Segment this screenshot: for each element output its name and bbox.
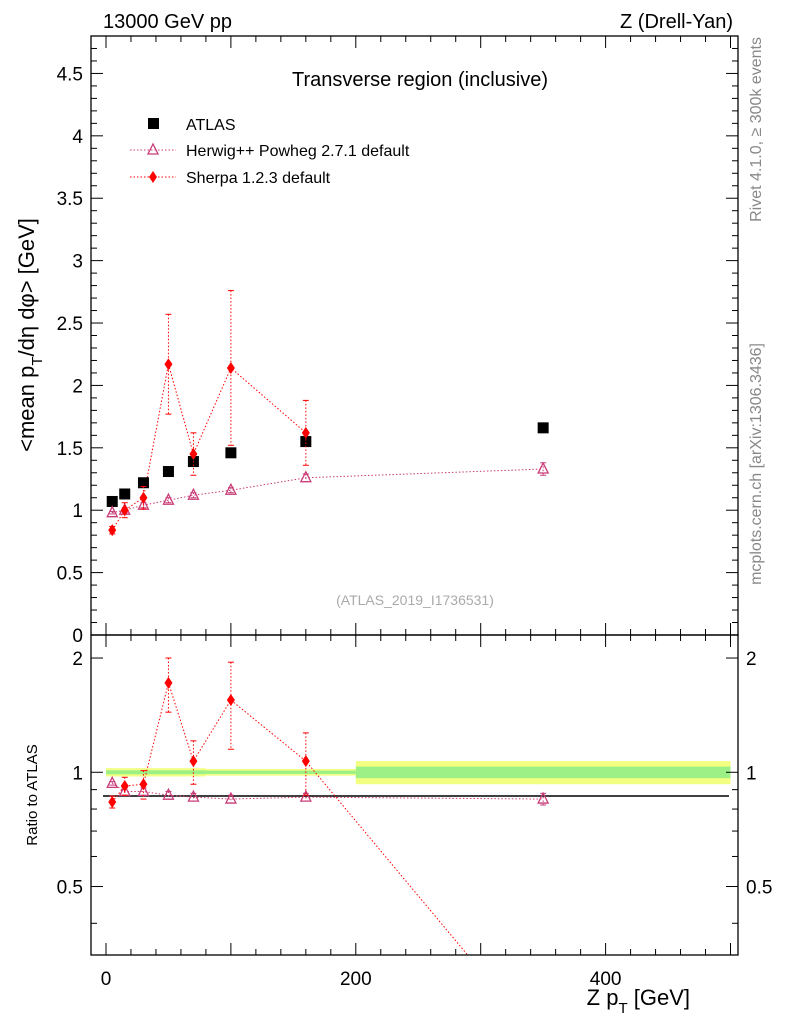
ratio-point-sherpa — [108, 795, 117, 808]
point-sherpa — [226, 361, 235, 374]
point-atlas — [162, 466, 174, 478]
point-atlas — [537, 422, 549, 434]
legend-label-sherpa: Sherpa 1.2.3 default — [186, 170, 331, 187]
uncertainty-band — [105, 761, 731, 785]
point-herwig — [537, 461, 550, 474]
ratio-xtick-label: 0 — [101, 969, 112, 990]
ratio-panel: 0.5 0.5 1 1 2 2 0 200 400 Ratio to ATLAS Z pT [G… — [24, 634, 772, 1017]
ratio-point-sherpa — [164, 676, 173, 689]
ratio-ytick-label-right: 2 — [746, 649, 757, 670]
point-herwig — [224, 482, 237, 495]
ratio-point-herwig — [187, 789, 200, 802]
ratio-ytick-label-right: 0.5 — [746, 878, 772, 899]
point-herwig — [106, 505, 119, 518]
main-ylabel: <mean pT/dη dφ> [GeV] — [14, 218, 46, 452]
watermark: (ATLAS_2019_I1736531) — [336, 592, 494, 608]
band-inner — [355, 766, 731, 779]
main-ytick-label: 4 — [72, 127, 83, 148]
main-ytick-label: 0 — [72, 626, 83, 647]
header-left: 13000 GeV pp — [103, 11, 232, 33]
main-ytick-label: 3.5 — [57, 189, 83, 210]
ratio-xtick-label: 200 — [340, 969, 372, 990]
ratio-point-herwig — [299, 789, 312, 802]
main-ytick-label: 2.5 — [57, 314, 83, 335]
main-ytick-label: 4.5 — [57, 64, 83, 85]
main-ytick-label: 1 — [72, 501, 83, 522]
rivet-label: Rivet 4.1.0, ≥ 300k events — [748, 37, 765, 222]
ratio-point-sherpa — [226, 694, 235, 707]
legend-marker-atlas — [148, 118, 159, 129]
ratio-point-sherpa — [301, 755, 310, 768]
ratio-ytick-label: 0.5 — [57, 878, 83, 899]
ratio-xlabel: Z pT [GeV] — [587, 985, 690, 1017]
svg-text:Z pT [GeV]: Z pT [GeV] — [587, 985, 690, 1017]
mcplots-label: mcplots.cern.ch [arXiv:1306.3436] — [748, 343, 765, 585]
main-ytick-label: 2 — [72, 376, 83, 397]
point-atlas — [225, 447, 237, 459]
legend-marker-herwig — [146, 142, 160, 155]
line-sherpa — [111, 364, 307, 531]
legend-item-sherpa: Sherpa 1.2.3 default — [130, 170, 331, 187]
ratio-point-herwig — [537, 791, 550, 804]
point-sherpa — [139, 491, 148, 504]
legend-item-herwig: Herwig++ Powheg 2.7.1 default — [130, 142, 410, 160]
line-herwig — [112, 468, 544, 514]
point-sherpa — [164, 358, 173, 371]
header-right: Z (Drell-Yan) — [620, 11, 733, 33]
band-inner — [105, 770, 206, 775]
ratio-xtick-label: 400 — [590, 969, 622, 990]
point-sherpa — [301, 426, 310, 439]
point-sherpa — [120, 504, 129, 517]
point-herwig — [299, 470, 312, 483]
point-herwig — [187, 487, 200, 500]
legend-item-atlas: ATLAS — [148, 117, 236, 134]
point-atlas — [300, 436, 312, 448]
ratio-point-herwig — [106, 775, 119, 789]
ratio-frame — [90, 634, 739, 956]
legend-label-herwig: Herwig++ Powheg 2.7.1 default — [186, 143, 410, 160]
ratio-point-herwig — [162, 787, 175, 800]
ratio-ytick-label: 1 — [72, 763, 83, 784]
ratio-point-herwig — [224, 791, 237, 804]
legend: ATLAS Herwig++ Powheg 2.7.1 default Sher… — [130, 117, 410, 187]
ratio-axis-ticks: 0.5 0.5 1 1 2 2 0 200 400 — [57, 635, 772, 990]
point-sherpa — [108, 524, 117, 537]
main-panel: 0 0.5 1 1.5 2 2.5 3 3.5 4 4.5 Transverse region (… — [14, 35, 739, 647]
point-herwig — [162, 492, 175, 505]
ratio-point-sherpa — [189, 755, 198, 768]
main-title: Transverse region (inclusive) — [292, 69, 548, 91]
ratio-line-sherpa — [111, 681, 468, 956]
point-sherpa — [189, 448, 198, 461]
legend-marker-sherpa — [149, 171, 157, 183]
main-axis-ticks: 0 0.5 1 1.5 2 2.5 3 3.5 4 4.5 — [57, 35, 738, 647]
point-atlas — [106, 495, 118, 507]
point-atlas — [137, 477, 149, 489]
ratio-ytick-label: 2 — [72, 649, 83, 670]
main-ytick-label: 1.5 — [57, 439, 83, 460]
ratio-ylabel: Ratio to ATLAS — [24, 744, 41, 845]
main-ytick-label: 3 — [72, 252, 83, 273]
ratio-point-sherpa — [139, 778, 148, 791]
ratio-ytick-label-right: 1 — [746, 763, 757, 784]
ratio-point-sherpa — [120, 780, 129, 793]
band-inner — [205, 770, 356, 774]
point-atlas — [119, 488, 131, 500]
main-ytick-label: 0.5 — [57, 564, 83, 585]
legend-label-atlas: ATLAS — [186, 117, 236, 134]
svg-text:<mean pT/dη dφ> [GeV]: <mean pT/dη dφ> [GeV] — [14, 218, 46, 452]
